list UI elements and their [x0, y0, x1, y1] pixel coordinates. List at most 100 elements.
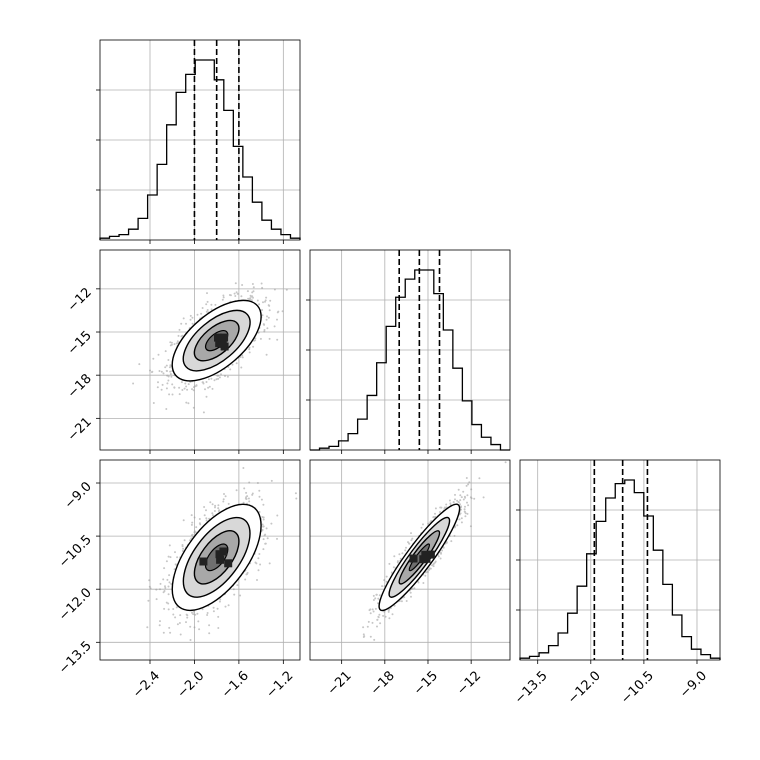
scatter-point [262, 301, 264, 304]
scatter-point [377, 602, 379, 605]
scatter-point [405, 600, 408, 602]
scatter-point [208, 632, 211, 635]
scatter-point [245, 573, 248, 576]
scatter-point [195, 526, 198, 529]
scatter-point [206, 309, 209, 311]
scatter-point [222, 294, 225, 297]
scatter-point [387, 610, 390, 613]
scatter-point [146, 626, 149, 629]
scatter-point [248, 351, 251, 354]
scatter-point [424, 574, 427, 577]
scatter-point [229, 294, 232, 297]
scatter-point [185, 621, 187, 624]
panel-frame [99, 39, 301, 241]
scatter-point [190, 523, 193, 526]
scatter-point [201, 381, 204, 384]
scatter-point [193, 626, 196, 629]
scatter-point [155, 598, 158, 601]
scatter-point [173, 386, 176, 389]
scatter-point [482, 496, 485, 499]
scatter-point [240, 366, 243, 369]
scatter-point [263, 534, 266, 537]
scatter-point [181, 544, 184, 546]
scatter-point [469, 525, 472, 528]
scatter-point [267, 316, 270, 319]
ytick-label-b-1: −18 [65, 371, 95, 401]
scatter-point [294, 492, 297, 495]
scatter-point [428, 568, 431, 571]
ytick-label-b-3: −12 [65, 285, 95, 315]
scatter-point [202, 411, 205, 414]
scatter-point [449, 502, 452, 505]
scatter-point [426, 570, 429, 573]
xtick-label-a-0: −2.4 [130, 668, 163, 701]
density-core [199, 557, 208, 566]
scatter-point [216, 607, 219, 610]
ytick-label-b-0: −21 [65, 415, 95, 445]
scatter-point [173, 343, 176, 346]
scatter-point [193, 516, 196, 519]
scatter-point [243, 487, 246, 490]
scatter-point [191, 388, 193, 391]
scatter-point [162, 578, 165, 581]
scatter-point [214, 303, 217, 306]
scatter-point [245, 491, 248, 494]
scatter-point [266, 537, 269, 540]
scatter-point [457, 501, 460, 503]
scatter-point [205, 381, 208, 383]
scatter-point [450, 540, 453, 543]
ytick-label-c-2: −10.5 [56, 532, 95, 571]
scatter-point [273, 325, 276, 328]
scatter-point [445, 541, 448, 544]
scatter-point [244, 578, 247, 581]
scatter-point [281, 310, 284, 313]
scatter-point [183, 387, 186, 390]
scatter-point [185, 401, 188, 404]
scatter-point [222, 296, 225, 299]
scatter-point [212, 514, 214, 517]
scatter-point [400, 600, 403, 603]
scatter-point [258, 303, 261, 306]
scatter-point [181, 389, 184, 391]
scatter-point [256, 482, 259, 484]
histogram-a [99, 59, 301, 240]
scatter-point [460, 496, 463, 499]
scatter-point [431, 564, 434, 567]
scatter-point [207, 378, 210, 381]
scatter-point [177, 334, 180, 337]
density-core [216, 555, 225, 564]
scatter-point [376, 618, 379, 621]
panel-2-0 [99, 459, 301, 661]
scatter-point [405, 546, 407, 549]
scatter-point [176, 556, 179, 559]
scatter-point [185, 613, 188, 616]
scatter-point [460, 506, 462, 509]
panel-1-0 [99, 249, 301, 451]
scatter-point [385, 575, 388, 578]
scatter-point [213, 510, 216, 512]
scatter-point [208, 517, 211, 520]
scatter-point [164, 586, 167, 589]
scatter-point [369, 635, 372, 638]
scatter-point [192, 406, 195, 409]
scatter-point [463, 495, 466, 498]
scatter-point [235, 489, 238, 492]
scatter-point [464, 515, 467, 518]
scatter-point [258, 489, 261, 492]
scatter-point [434, 512, 436, 515]
scatter-point [378, 613, 381, 616]
scatter-point [268, 337, 271, 340]
scatter-point [208, 624, 211, 627]
scatter-point [180, 335, 183, 338]
scatter-point [163, 607, 166, 610]
scatter-point [261, 314, 264, 317]
scatter-point [295, 497, 298, 500]
scatter-point [466, 494, 469, 497]
scatter-point [235, 291, 238, 294]
scatter-point [276, 514, 279, 517]
scatter-point [218, 509, 221, 512]
scatter-point [212, 610, 215, 613]
scatter-point [189, 318, 192, 321]
scatter-point [224, 375, 226, 377]
scatter-point [396, 561, 399, 564]
